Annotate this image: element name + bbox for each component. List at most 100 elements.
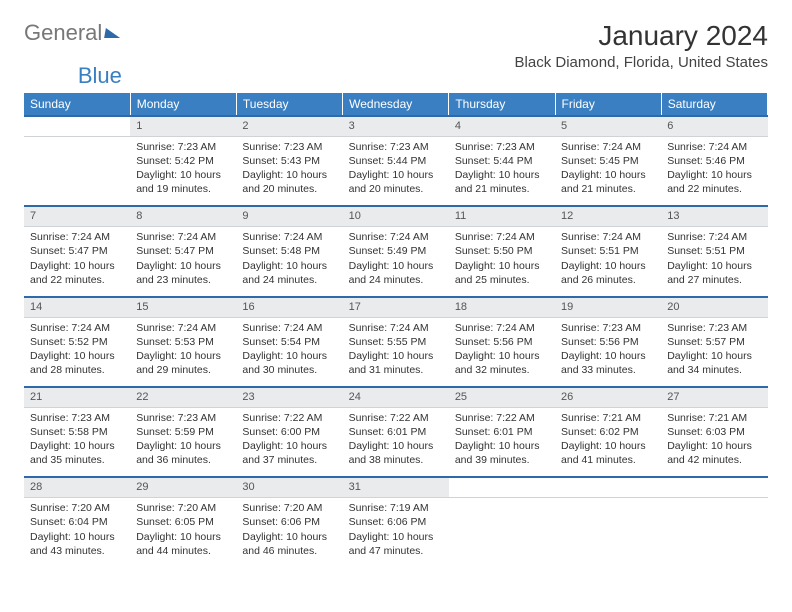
sunset-text: Sunset: 5:56 PM xyxy=(561,335,655,349)
day-number-cell: 6 xyxy=(661,116,767,136)
daylight-text: Daylight: 10 hours and 20 minutes. xyxy=(242,168,336,196)
sunrise-text: Sunrise: 7:23 AM xyxy=(242,140,336,154)
daylight-text: Daylight: 10 hours and 21 minutes. xyxy=(561,168,655,196)
sunset-text: Sunset: 6:02 PM xyxy=(561,425,655,439)
sunrise-text: Sunrise: 7:24 AM xyxy=(242,321,336,335)
sunset-text: Sunset: 6:01 PM xyxy=(455,425,549,439)
logo-line2: GeneBlue xyxy=(24,63,768,89)
daylight-text: Daylight: 10 hours and 39 minutes. xyxy=(455,439,549,467)
sunset-text: Sunset: 5:49 PM xyxy=(349,244,443,258)
daylight-text: Daylight: 10 hours and 30 minutes. xyxy=(242,349,336,377)
day-content-cell: Sunrise: 7:22 AMSunset: 6:01 PMDaylight:… xyxy=(343,407,449,477)
day-number-cell: 8 xyxy=(130,206,236,226)
day-content-cell: Sunrise: 7:24 AMSunset: 5:47 PMDaylight:… xyxy=(130,227,236,297)
daylight-text: Daylight: 10 hours and 44 minutes. xyxy=(136,530,230,558)
sunrise-text: Sunrise: 7:22 AM xyxy=(455,411,549,425)
sunrise-text: Sunrise: 7:24 AM xyxy=(455,321,549,335)
sunset-text: Sunset: 5:56 PM xyxy=(455,335,549,349)
day-content-cell: Sunrise: 7:19 AMSunset: 6:06 PMDaylight:… xyxy=(343,498,449,568)
day-content-cell: Sunrise: 7:23 AMSunset: 5:44 PMDaylight:… xyxy=(449,136,555,206)
day-number-cell: 29 xyxy=(130,477,236,497)
day-number-cell: 20 xyxy=(661,297,767,317)
logo: General xyxy=(24,20,121,46)
content-row: Sunrise: 7:23 AMSunset: 5:42 PMDaylight:… xyxy=(24,136,768,206)
sunrise-text: Sunrise: 7:23 AM xyxy=(30,411,124,425)
day-number-cell: 30 xyxy=(236,477,342,497)
daynum-row: 78910111213 xyxy=(24,206,768,226)
sunrise-text: Sunrise: 7:24 AM xyxy=(455,230,549,244)
day-number-cell: 3 xyxy=(343,116,449,136)
day-number-cell: 9 xyxy=(236,206,342,226)
day-number-cell: 21 xyxy=(24,387,130,407)
day-content-cell: Sunrise: 7:24 AMSunset: 5:45 PMDaylight:… xyxy=(555,136,661,206)
logo-text-1: General xyxy=(24,20,102,46)
daynum-row: 123456 xyxy=(24,116,768,136)
sunrise-text: Sunrise: 7:24 AM xyxy=(667,230,761,244)
daylight-text: Daylight: 10 hours and 20 minutes. xyxy=(349,168,443,196)
daylight-text: Daylight: 10 hours and 26 minutes. xyxy=(561,259,655,287)
sunset-text: Sunset: 5:51 PM xyxy=(667,244,761,258)
day-number-cell: 2 xyxy=(236,116,342,136)
day-number-cell: 22 xyxy=(130,387,236,407)
day-content-cell: Sunrise: 7:23 AMSunset: 5:59 PMDaylight:… xyxy=(130,407,236,477)
day-content-cell: Sunrise: 7:23 AMSunset: 5:58 PMDaylight:… xyxy=(24,407,130,477)
sunset-text: Sunset: 5:55 PM xyxy=(349,335,443,349)
weekday-header: Monday xyxy=(130,93,236,116)
weekday-header: Friday xyxy=(555,93,661,116)
day-number-cell: 26 xyxy=(555,387,661,407)
weekday-header: Thursday xyxy=(449,93,555,116)
day-content-cell: Sunrise: 7:24 AMSunset: 5:52 PMDaylight:… xyxy=(24,317,130,387)
day-content-cell: Sunrise: 7:21 AMSunset: 6:03 PMDaylight:… xyxy=(661,407,767,477)
daylight-text: Daylight: 10 hours and 43 minutes. xyxy=(30,530,124,558)
daylight-text: Daylight: 10 hours and 23 minutes. xyxy=(136,259,230,287)
day-content-cell: Sunrise: 7:24 AMSunset: 5:48 PMDaylight:… xyxy=(236,227,342,297)
day-number-cell: 18 xyxy=(449,297,555,317)
sunrise-text: Sunrise: 7:22 AM xyxy=(349,411,443,425)
day-content-cell: Sunrise: 7:23 AMSunset: 5:44 PMDaylight:… xyxy=(343,136,449,206)
content-row: Sunrise: 7:23 AMSunset: 5:58 PMDaylight:… xyxy=(24,407,768,477)
daylight-text: Daylight: 10 hours and 29 minutes. xyxy=(136,349,230,377)
daylight-text: Daylight: 10 hours and 25 minutes. xyxy=(455,259,549,287)
daylight-text: Daylight: 10 hours and 36 minutes. xyxy=(136,439,230,467)
daynum-row: 21222324252627 xyxy=(24,387,768,407)
daynum-row: 14151617181920 xyxy=(24,297,768,317)
weekday-header: Sunday xyxy=(24,93,130,116)
daylight-text: Daylight: 10 hours and 19 minutes. xyxy=(136,168,230,196)
daylight-text: Daylight: 10 hours and 42 minutes. xyxy=(667,439,761,467)
sunset-text: Sunset: 5:45 PM xyxy=(561,154,655,168)
month-title: January 2024 xyxy=(515,20,768,52)
day-content-cell: Sunrise: 7:24 AMSunset: 5:54 PMDaylight:… xyxy=(236,317,342,387)
day-number-cell: 10 xyxy=(343,206,449,226)
sunrise-text: Sunrise: 7:20 AM xyxy=(30,501,124,515)
daynum-row: 28293031 xyxy=(24,477,768,497)
sunset-text: Sunset: 5:46 PM xyxy=(667,154,761,168)
day-number-cell: 4 xyxy=(449,116,555,136)
sunrise-text: Sunrise: 7:21 AM xyxy=(561,411,655,425)
sunset-text: Sunset: 5:43 PM xyxy=(242,154,336,168)
daylight-text: Daylight: 10 hours and 35 minutes. xyxy=(30,439,124,467)
calendar-table: SundayMondayTuesdayWednesdayThursdayFrid… xyxy=(24,93,768,568)
logo-icon xyxy=(104,28,122,38)
sunset-text: Sunset: 6:00 PM xyxy=(242,425,336,439)
sunrise-text: Sunrise: 7:24 AM xyxy=(30,321,124,335)
sunrise-text: Sunrise: 7:24 AM xyxy=(136,321,230,335)
day-number-cell: 5 xyxy=(555,116,661,136)
day-number-cell xyxy=(661,477,767,497)
content-row: Sunrise: 7:24 AMSunset: 5:52 PMDaylight:… xyxy=(24,317,768,387)
sunrise-text: Sunrise: 7:23 AM xyxy=(136,140,230,154)
sunset-text: Sunset: 5:59 PM xyxy=(136,425,230,439)
day-content-cell: Sunrise: 7:23 AMSunset: 5:42 PMDaylight:… xyxy=(130,136,236,206)
sunset-text: Sunset: 5:53 PM xyxy=(136,335,230,349)
day-number-cell: 27 xyxy=(661,387,767,407)
daylight-text: Daylight: 10 hours and 47 minutes. xyxy=(349,530,443,558)
content-row: Sunrise: 7:24 AMSunset: 5:47 PMDaylight:… xyxy=(24,227,768,297)
day-number-cell: 31 xyxy=(343,477,449,497)
day-content-cell xyxy=(661,498,767,568)
sunset-text: Sunset: 5:42 PM xyxy=(136,154,230,168)
sunrise-text: Sunrise: 7:20 AM xyxy=(136,501,230,515)
day-content-cell: Sunrise: 7:24 AMSunset: 5:49 PMDaylight:… xyxy=(343,227,449,297)
daylight-text: Daylight: 10 hours and 22 minutes. xyxy=(30,259,124,287)
daylight-text: Daylight: 10 hours and 46 minutes. xyxy=(242,530,336,558)
daylight-text: Daylight: 10 hours and 34 minutes. xyxy=(667,349,761,377)
day-number-cell: 16 xyxy=(236,297,342,317)
